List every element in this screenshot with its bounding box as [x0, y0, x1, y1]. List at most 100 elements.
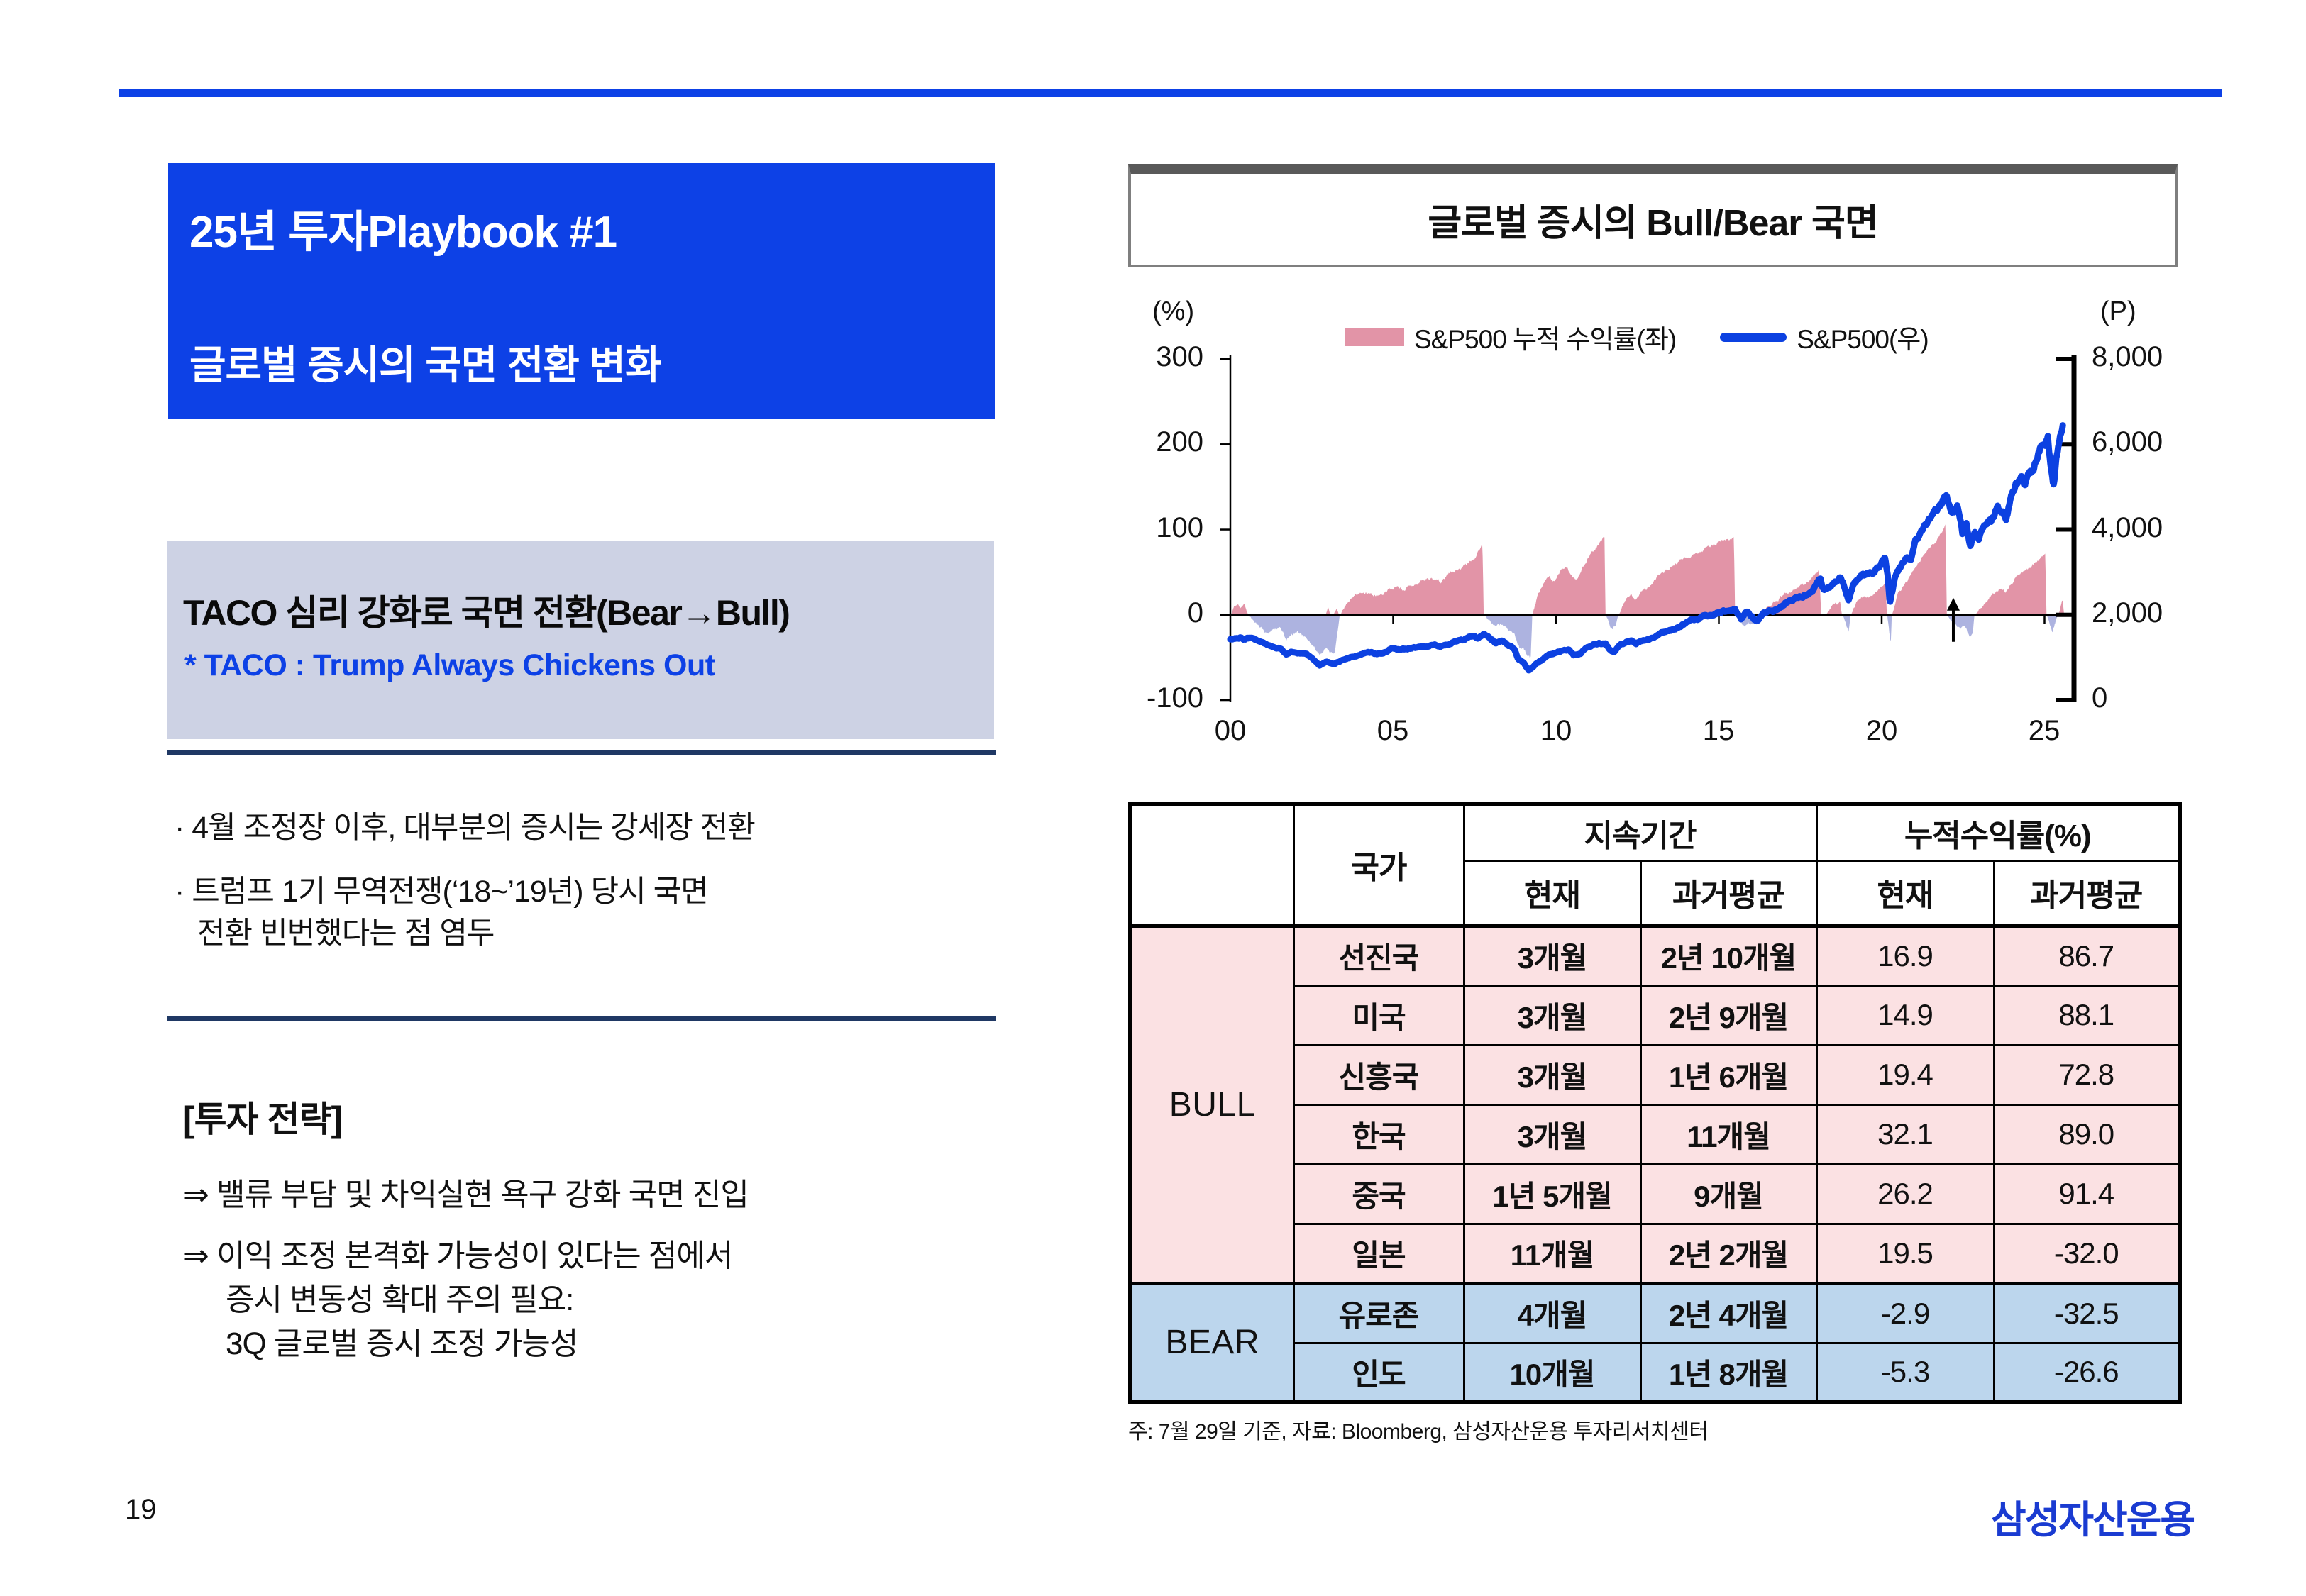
cell-duration-now: 1년 5개월 — [1462, 1163, 1642, 1225]
table-header-return-past: 과거평균 — [1992, 859, 2181, 927]
table-header-duration-past: 과거평균 — [1639, 859, 1818, 927]
bull-area-shape — [1230, 604, 1249, 615]
cell-duration-avg: 9개월 — [1639, 1163, 1818, 1225]
cell-duration-now: 10개월 — [1462, 1342, 1642, 1404]
strategy-section-title: [투자 전략] — [183, 1099, 343, 1139]
bull-area-shape — [1333, 609, 1340, 615]
table-row: 한국 3개월 11개월 32.1 89.0 — [1130, 1104, 2181, 1165]
cell-country: 선진국 — [1292, 924, 1465, 987]
cell-country: 인도 — [1292, 1342, 1465, 1404]
bull-area-shape — [1758, 570, 1821, 615]
cell-country: 일본 — [1292, 1223, 1465, 1285]
cell-duration-avg: 2년 2개월 — [1639, 1223, 1818, 1285]
cell-duration-now: 11개월 — [1462, 1223, 1642, 1285]
cell-return-now: -5.3 — [1815, 1342, 1995, 1404]
company-logo: 삼성자산운용 — [1991, 1499, 2195, 1541]
cell-duration-now: 3개월 — [1462, 985, 1642, 1046]
bullet-item-1: · 4월 조정장 이후, 대부분의 증시는 강세장 전환 — [175, 811, 756, 845]
cell-return-now: 14.9 — [1815, 985, 1995, 1046]
table-header-duration: 지속기간 — [1462, 802, 1818, 862]
bull-area-shape — [1850, 584, 1887, 615]
strategy-item-2-line3: 3Q 글로벌 증시 조정 가능성 — [226, 1326, 578, 1361]
group-label-bear: BEAR — [1129, 1281, 1295, 1404]
cell-return-avg: -26.6 — [1992, 1342, 2181, 1404]
table-row: 인도 10개월 1년 8개월 -5.3 -26.6 — [1130, 1342, 2181, 1404]
bull-area-shape — [1826, 601, 1842, 615]
bear-area-shape — [1606, 614, 1618, 630]
cell-return-avg: 91.4 — [1992, 1163, 2181, 1225]
cell-return-now: 32.1 — [1815, 1104, 1995, 1165]
cell-duration-avg: 2년 10개월 — [1639, 924, 1818, 987]
y-left-tick-300: 300 — [1156, 341, 1203, 372]
cell-duration-now: 3개월 — [1462, 1044, 1642, 1106]
bear-area-shape — [1248, 614, 1340, 655]
strategy-item-2-line1: ⇒ 이익 조정 본격화 가능성이 있다는 점에서 — [183, 1238, 733, 1273]
y-left-tick-0: 0 — [1187, 597, 1203, 628]
x-tick-00: 00 — [1214, 715, 1247, 746]
cell-return-avg: 88.1 — [1992, 985, 2181, 1046]
bull-area-shape — [1325, 606, 1331, 615]
legend-line-label: S&P500(우) — [1797, 325, 1929, 354]
legend-area-swatch-icon — [1345, 328, 1404, 346]
cell-duration-avg: 1년 6개월 — [1639, 1044, 1818, 1106]
navy-divider-top — [167, 750, 996, 755]
bear-area-shape — [1947, 614, 1975, 637]
y-left-tick-200: 200 — [1156, 426, 1203, 458]
taco-subline: * TACO : Trump Always Chickens Out — [184, 648, 715, 682]
cell-country: 중국 — [1292, 1163, 1465, 1225]
slide-title-box: 25년 투자Playbook #1 글로벌 증시의 국면 전환 변화 — [168, 163, 995, 419]
bear-area-shape — [1887, 614, 1892, 641]
cell-duration-now: 4개월 — [1462, 1281, 1642, 1344]
cell-duration-avg: 2년 9개월 — [1639, 985, 1818, 1046]
cell-return-now: -2.9 — [1815, 1281, 1995, 1344]
cell-return-now: 19.5 — [1815, 1223, 1995, 1285]
table-row: BEAR 유로존 4개월 2년 4개월 -2.9 -32.5 — [1129, 1281, 2181, 1404]
strategy-item-2-line2: 증시 변동성 확대 주의 필요: — [226, 1282, 574, 1317]
bear-area-shape — [1736, 614, 1758, 627]
cell-duration-avg: 11개월 — [1639, 1104, 1818, 1165]
chart-legend: S&P500 누적 수익률(좌) S&P500(우) — [1345, 318, 1929, 356]
cell-country: 신흥국 — [1292, 1044, 1465, 1106]
cell-country: 유로존 — [1292, 1281, 1465, 1344]
slide-title-line2: 글로벌 증시의 국면 전환 변화 — [189, 343, 661, 387]
cell-return-avg: 89.0 — [1992, 1104, 2181, 1165]
cell-duration-avg: 1년 8개월 — [1639, 1342, 1818, 1404]
cell-duration-avg: 2년 4개월 — [1639, 1281, 1818, 1344]
sp500-line — [1227, 422, 2066, 674]
legend-area-label: S&P500 누적 수익률(좌) — [1414, 325, 1677, 354]
legend-line-swatch-icon — [1720, 332, 1787, 342]
bull-area-shape — [1975, 553, 2047, 615]
y-right-tick-4000: 4,000 — [2092, 512, 2163, 543]
table-row: 미국 3개월 2년 9개월 14.9 88.1 — [1130, 985, 2181, 1046]
bullet-item-2-line1: · 트럼프 1기 무역전쟁(‘18~’19년) 당시 국면 — [175, 875, 709, 909]
cell-return-now: 19.4 — [1815, 1044, 1995, 1106]
cell-return-avg: -32.0 — [1992, 1223, 2181, 1285]
cell-country: 한국 — [1292, 1104, 1465, 1165]
up-arrow-icon — [1946, 597, 1960, 611]
y-right-tick-2000: 2,000 — [2092, 597, 2163, 628]
bull-area-shape — [1892, 524, 1947, 615]
strategy-item-2: ⇒ 이익 조정 본격화 가능성이 있다는 점에서 증시 변동성 확대 주의 필요… — [183, 1234, 733, 1366]
cell-duration-now: 3개월 — [1462, 924, 1642, 987]
x-tick-25: 25 — [2028, 715, 2060, 746]
table-header-cum-return: 누적수익률(%) — [1815, 802, 2181, 862]
table-header-country: 국가 — [1292, 802, 1465, 927]
table-row: 신흥국 3개월 1년 6개월 19.4 72.8 — [1130, 1044, 2181, 1106]
y-right-tick-8000: 8,000 — [2092, 341, 2163, 372]
x-tick-20: 20 — [1865, 715, 1898, 746]
x-tick-05: 05 — [1377, 715, 1409, 746]
bull-area-shape — [1340, 543, 1484, 615]
right-axis-unit: (P) — [2100, 297, 2136, 326]
table-row: 중국 1년 5개월 9개월 26.2 91.4 — [1130, 1163, 2181, 1225]
slide-title-line1: 25년 투자Playbook #1 — [189, 208, 617, 257]
cell-country: 미국 — [1292, 985, 1465, 1046]
bull-area-shape — [2058, 600, 2064, 615]
table-corner-cell — [1129, 802, 1295, 927]
bullet-list: · 4월 조정장 이후, 대부분의 증시는 강세장 전환 · 트럼프 1기 무역… — [175, 807, 1019, 955]
x-tick-15: 15 — [1702, 715, 1735, 746]
x-tick-10: 10 — [1540, 715, 1572, 746]
taco-headline: TACO 심리 강화로 국면 전환(Bear→Bull) — [183, 593, 790, 633]
cell-return-avg: 72.8 — [1992, 1044, 2181, 1106]
table-row: 일본 11개월 2년 2개월 19.5 -32.0 — [1130, 1223, 2181, 1285]
